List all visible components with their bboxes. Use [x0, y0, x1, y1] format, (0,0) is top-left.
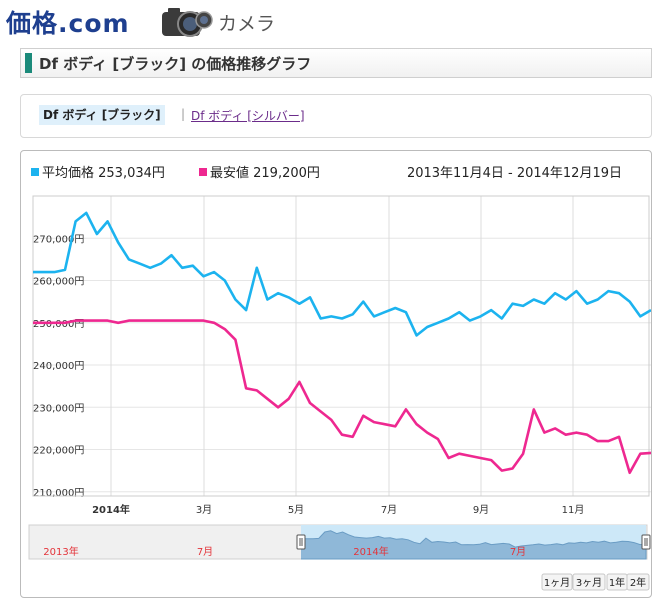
- price-chart-box: 平均価格 253,034円 最安値 219,200円 2013年11月4日 - 20…: [20, 150, 652, 598]
- x-tick-label: 7月: [381, 504, 397, 516]
- y-tick-label: 250,000円: [33, 319, 84, 330]
- navigator-label: 2014年: [353, 545, 388, 558]
- x-tick-label: 9月: [473, 504, 489, 516]
- navigator-handle-right: [641, 534, 651, 550]
- date-range: 2013年11月4日 - 2014年12月19日: [407, 166, 622, 181]
- series-line-0: [33, 211, 651, 337]
- range-button-3[interactable]: [626, 573, 650, 591]
- navigator-label: 7月: [197, 546, 213, 558]
- tab-black[interactable]: Df ボディ [ブラック]: [39, 105, 165, 125]
- range-button-label[interactable]: 1年: [609, 576, 625, 589]
- y-tick-label: 260,000円: [33, 277, 84, 288]
- legend-swatch-0: [31, 168, 39, 176]
- page-title-box: Df ボディ [ブラック] の価格推移グラフ: [20, 48, 652, 78]
- range-button-label[interactable]: 2年: [630, 576, 646, 589]
- x-tick-label: 5月: [288, 504, 304, 516]
- navigator-label: 2013年: [43, 545, 78, 558]
- legend-label-1: 最安値 219,200円: [210, 165, 320, 181]
- camera-icon: [162, 8, 213, 37]
- price-chart[interactable]: 平均価格 253,034円 最安値 219,200円 2013年11月4日 - 20…: [21, 151, 651, 597]
- variant-tabs: Df ボディ [ブラック] | Df ボディ [シルバー]: [20, 94, 652, 138]
- y-tick-label: 240,000円: [33, 361, 84, 372]
- range-button-1[interactable]: [572, 573, 606, 591]
- legend-swatch-1: [199, 168, 207, 176]
- site-header: 価格.com カメラ: [0, 0, 670, 42]
- y-tick-label: 220,000円: [33, 446, 84, 457]
- page-title: Df ボディ [ブラック] の価格推移グラフ: [39, 55, 312, 73]
- range-button-label[interactable]: 1ヶ月: [544, 577, 570, 589]
- y-tick-label: 230,000円: [33, 403, 84, 414]
- plot-border: [32, 195, 650, 497]
- navigator-handle-left: [296, 534, 306, 550]
- site-logo[interactable]: 価格.com: [6, 9, 130, 38]
- category-label[interactable]: カメラ: [218, 13, 276, 35]
- tab-silver[interactable]: Df ボディ [シルバー]: [191, 109, 305, 123]
- title-accent-bar: [25, 53, 32, 73]
- navigator-series: [301, 530, 647, 560]
- range-button-label[interactable]: 3ヶ月: [576, 577, 602, 589]
- navigator-label: 7月: [510, 546, 526, 558]
- legend-label-0: 平均価格 253,034円: [42, 165, 165, 181]
- tab-separator: |: [181, 107, 186, 121]
- x-tick-label: 11月: [562, 504, 585, 516]
- y-tick-label: 270,000円: [33, 234, 84, 245]
- x-tick-label: 2014年: [92, 503, 130, 516]
- series-line-1: [33, 319, 651, 475]
- y-tick-label: 210,000円: [33, 488, 84, 499]
- range-button-0[interactable]: [541, 573, 573, 591]
- x-tick-label: 3月: [196, 504, 212, 516]
